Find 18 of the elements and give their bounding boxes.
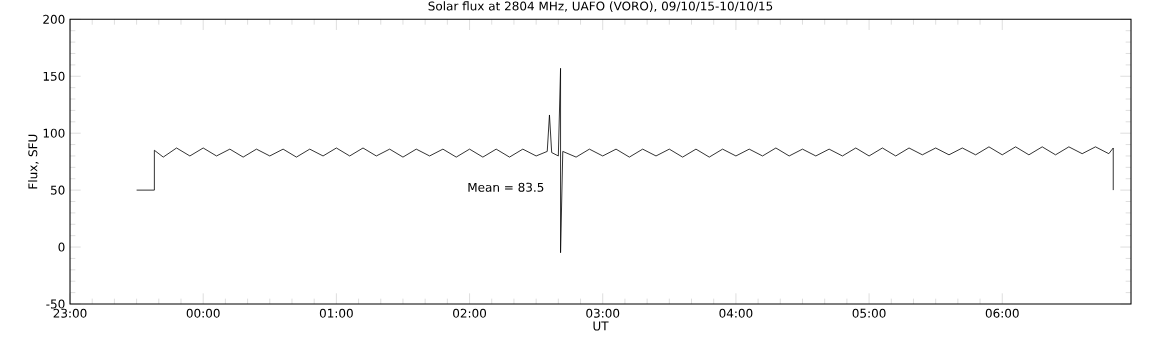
- x-tick-label: 05:00: [852, 308, 886, 318]
- annotation: Mean = 83.5: [468, 182, 544, 192]
- x-tick-label: 06:00: [985, 308, 1019, 318]
- y-tick-label: 100: [43, 128, 65, 138]
- x-axis-title: UT: [593, 321, 609, 331]
- x-tick-label: 00:00: [186, 308, 220, 318]
- y-tick-label: 50: [50, 185, 65, 195]
- x-tick-label: 04:00: [719, 308, 753, 318]
- y-axis-title: Flux, SFU: [28, 134, 39, 189]
- x-tick-label: 02:00: [453, 308, 487, 318]
- x-tick-label: 03:00: [586, 308, 620, 318]
- chart-title: Solar flux at 2804 MHz, UAFO (VORO), 09/10/15-10/10/15: [428, 1, 773, 12]
- y-tick-label: 200: [43, 14, 65, 24]
- x-tick-label: 23:00: [53, 308, 87, 318]
- x-tick-label: 01:00: [319, 308, 353, 318]
- y-tick-label: -50: [46, 299, 65, 309]
- y-tick-label: 150: [43, 71, 65, 81]
- y-tick-label: 0: [58, 242, 65, 252]
